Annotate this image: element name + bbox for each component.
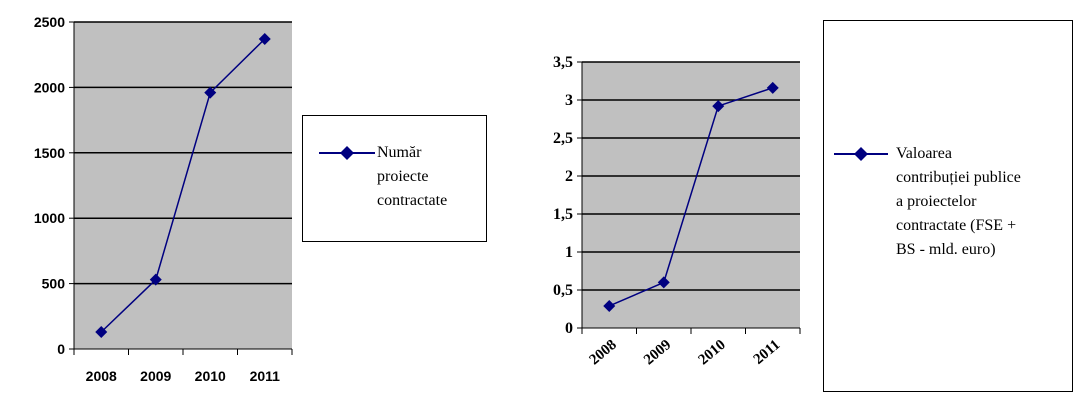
data-point	[258, 33, 271, 46]
data-point	[603, 299, 616, 312]
y-tick-label: 3	[565, 92, 573, 109]
y-tick-label: 2	[565, 168, 573, 185]
x-tick-label: 2011	[250, 368, 281, 384]
x-tick-label: 2011	[751, 337, 784, 368]
series-line	[100, 38, 266, 333]
y-tick-label: 2,5	[553, 130, 573, 147]
y-tick-label: 0	[565, 320, 573, 337]
y-tick-label: 500	[42, 276, 66, 292]
legend-label-line: contribuției publice	[896, 169, 1021, 186]
series-line	[608, 87, 773, 307]
x-tick-label: 2008	[587, 337, 620, 369]
legend-marker-projects	[319, 146, 375, 160]
x-tick-label: 2009	[641, 337, 674, 369]
data-point	[657, 276, 670, 289]
x-tick-label: 2010	[696, 337, 729, 369]
legend-projects: Număr proiecte contractate	[302, 115, 487, 242]
legend-label-line: a proiectelor	[896, 193, 977, 210]
data-point	[95, 325, 108, 338]
y-tick-label: 1,5	[553, 206, 573, 223]
y-tick-label: 2500	[34, 14, 65, 30]
legend-label-line: Număr	[377, 144, 422, 161]
legend-public-contribution: Valoarea contribuției publice a proiecte…	[823, 20, 1073, 392]
legend-label-line: proiecte	[377, 168, 429, 185]
legend-label-line: BS - mld. euro)	[896, 241, 996, 258]
legend-marker-public-contribution	[834, 147, 888, 161]
y-tick-label: 0,5	[553, 282, 573, 299]
legend-label-line: contractate (FSE +	[896, 217, 1017, 234]
x-tick-label: 2008	[86, 368, 117, 384]
legend-label-line: Valoarea	[896, 145, 952, 162]
data-point	[712, 100, 725, 113]
y-tick-label: 1500	[34, 145, 65, 161]
data-point	[149, 273, 162, 286]
y-tick-label: 1	[565, 244, 573, 261]
legend-label-line: contractate	[377, 192, 448, 209]
y-tick-label: 3,5	[553, 54, 573, 71]
y-tick-label: 1000	[34, 210, 65, 226]
y-tick-label: 2000	[34, 79, 65, 95]
x-tick-label: 2009	[140, 368, 171, 384]
y-tick-label: 0	[57, 341, 65, 357]
x-tick-label: 2010	[195, 368, 226, 384]
data-point	[766, 81, 779, 94]
data-point	[204, 86, 217, 99]
